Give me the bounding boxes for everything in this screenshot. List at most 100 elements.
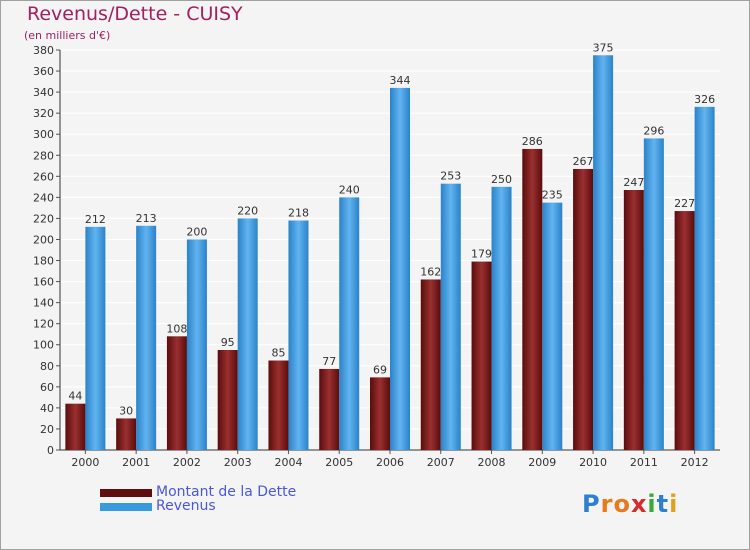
x-tick-label: 2012 [681,456,709,469]
data-label-revenue: 253 [440,170,461,183]
y-tick-label: 60 [40,381,54,394]
bar-revenue [288,220,309,450]
y-tick-label: 380 [33,44,54,57]
bar-debt [573,168,594,450]
y-tick-label: 360 [33,65,54,78]
bar-revenue [237,218,258,450]
y-tick-label: 340 [33,86,54,99]
y-tick-label: 120 [33,318,54,331]
data-label-revenue: 326 [694,93,715,106]
data-labels: 44 212 30 213 108 200 95 220 85 218 77 240 69 344 162 2… [68,41,715,417]
y-tick-label: 300 [33,128,54,141]
logo-letter: i [669,490,679,518]
y-tick-label: 240 [33,191,54,204]
data-label-revenue: 235 [542,189,563,202]
data-label-revenue: 250 [491,173,512,186]
legend-swatch-revenue [100,503,152,511]
bar-revenue [593,55,614,451]
bar-debt [166,336,187,450]
bar-revenue [339,197,360,450]
data-label-revenue: 296 [643,124,664,137]
data-label-revenue: 220 [237,204,258,217]
logo-letter: o [613,490,631,518]
bars [65,55,715,451]
bar-revenue [390,87,410,450]
y-tick-label: 320 [33,107,54,120]
bar-revenue [85,226,106,450]
bar-revenue [694,106,715,450]
bar-debt [522,148,543,450]
logo-letter: t [656,490,670,518]
bar-debt [65,403,86,450]
bar-debt [674,211,695,450]
x-tick-label: 2002 [173,456,201,469]
logo-letter: i [647,490,657,518]
y-tick-label: 20 [40,423,54,436]
data-label-debt: 162 [420,265,441,278]
y-tick-label: 140 [33,297,54,310]
data-label-debt: 247 [623,176,644,189]
x-tick-label: 2006 [376,456,404,469]
x-tick-label: 2004 [274,456,302,469]
y-tick-label: 220 [33,212,54,225]
data-label-debt: 286 [522,135,543,148]
data-label-revenue: 212 [85,213,106,226]
legend-label-debt: Montant de la Dette [156,484,297,500]
data-label-debt: 95 [221,336,235,349]
data-label-revenue: 200 [186,225,207,238]
y-tick-label: 80 [40,360,54,373]
y-tick-label: 280 [33,149,54,162]
y-tick-label: 0 [47,444,54,457]
logo-letter: P [582,490,601,518]
y-tick-label: 260 [33,170,54,183]
x-tick-label: 2000 [71,456,99,469]
data-label-debt: 30 [119,404,133,417]
data-label-debt: 69 [373,363,387,376]
data-label-debt: 44 [68,390,82,403]
x-tick-label: 2001 [122,456,150,469]
data-label-debt: 179 [471,248,492,261]
data-label-debt: 85 [271,347,285,360]
bar-revenue [491,186,512,450]
y-tick-label: 200 [33,233,54,246]
x-tick-label: 2008 [478,456,506,469]
bar-revenue [186,239,207,450]
x-tick-label: 2010 [579,456,607,469]
data-label-debt: 108 [166,322,187,335]
y-tick-label: 100 [33,339,54,352]
bar-debt [623,190,644,450]
y-tick-label: 40 [40,402,54,415]
bar-revenue [440,183,461,450]
chart-subtitle: (en milliers d'€) [24,29,111,42]
x-tick-label: 2007 [427,456,455,469]
bar-revenue [643,138,664,450]
x-tick-label: 2005 [325,456,353,469]
data-label-debt: 77 [322,355,336,368]
bar-debt [420,279,441,450]
y-tick-label: 160 [33,276,54,289]
logo-letter: x [630,490,648,518]
bar-debt [370,377,390,450]
data-label-revenue: 240 [339,183,360,196]
logo-letter: r [600,490,614,518]
bar-debt [471,261,492,450]
x-tick-label: 2011 [630,456,658,469]
proxiti-logo: Proxiti [582,490,678,518]
legend-swatch-debt [100,489,152,497]
data-label-debt: 267 [573,155,594,168]
data-label-revenue: 344 [390,74,411,87]
bar-debt [319,368,340,450]
bar-revenue [542,202,563,450]
legend-label-revenue: Revenus [156,498,216,514]
bar-debt [116,418,137,450]
x-tick-label: 2009 [528,456,556,469]
bar-debt [217,350,238,450]
data-label-revenue: 213 [136,212,157,225]
data-label-debt: 227 [674,197,695,210]
data-label-revenue: 218 [288,207,309,220]
chart-title: Revenus/Dette - CUISY [27,3,243,25]
y-tick-label: 180 [33,255,54,268]
x-tick-label: 2003 [224,456,252,469]
data-label-revenue: 375 [593,41,614,54]
